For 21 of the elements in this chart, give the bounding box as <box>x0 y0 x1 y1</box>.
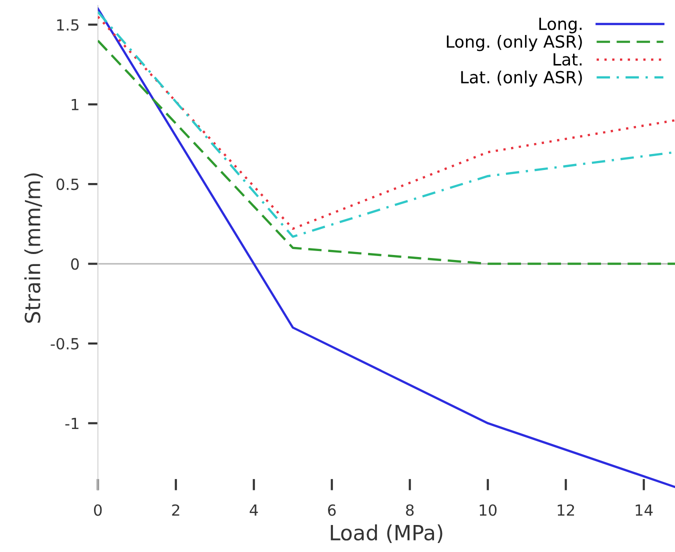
x-tick-label: 12 <box>558 504 574 516</box>
legend-label: Lat. <box>554 53 582 66</box>
x-tick-label: 8 <box>406 504 414 516</box>
y-axis-title: Strain (mm/m) <box>24 173 43 323</box>
x-tick-label: 4 <box>250 504 258 516</box>
y-tick-label: 0 <box>71 258 79 270</box>
y-tick-label: -0.5 <box>50 338 78 350</box>
x-tick-label: 14 <box>636 504 653 516</box>
legend-label: Lat. (only ASR) <box>461 70 582 87</box>
x-tick-label: 10 <box>480 504 497 516</box>
x-tick-label: 0 <box>94 504 102 516</box>
y-tick-label: 1 <box>72 99 78 110</box>
x-tick-label: 2 <box>172 504 180 516</box>
legend-label: Long. <box>539 18 582 34</box>
legend-label: Long. (only ASR) <box>446 34 582 52</box>
y-tick-label: -1 <box>65 418 78 430</box>
y-tick-label: 1.5 <box>57 19 78 31</box>
x-axis-title: Load (MPa) <box>330 524 442 543</box>
line-series <box>98 8 675 488</box>
x-tick-label: 6 <box>328 504 336 516</box>
y-tick-label: 0.5 <box>56 178 78 190</box>
